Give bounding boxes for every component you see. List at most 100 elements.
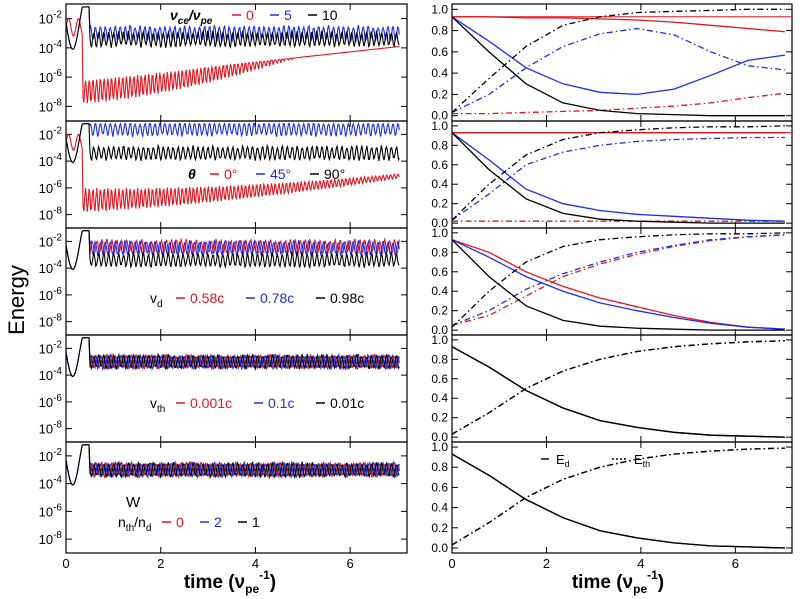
y-tick-label: 0.2 [431, 521, 448, 535]
x-tick-label-right: 0 [448, 556, 455, 571]
x-axis-title-right-close: ) [658, 572, 664, 593]
left-panel-row-4: 10-2 10-4 10-6 10-8 vth 0.001c 0.1c 0.01c [39, 334, 408, 443]
left-series-blue [65, 230, 400, 271]
legend-value-black: 10 [322, 7, 338, 23]
y-tick-label: 0.4 [431, 66, 448, 80]
y-tick-label: 10-6 [39, 502, 63, 519]
legend-ed-label: Ed [556, 452, 570, 469]
y-tick-label: 10-4 [39, 39, 63, 56]
legend-value-red: 0.58c [190, 290, 224, 306]
legend-value-blue: 0.1c [268, 395, 294, 411]
left-panel-row-5: 10-2 10-4 10-6 10-8 nth/nd W 0 2 1 [39, 441, 408, 554]
y-tick-label: 0.6 [431, 372, 448, 386]
x-axis-title-left-sub: pe [245, 582, 259, 596]
eth-line-black [451, 447, 785, 546]
legend-value-red: 0 [246, 7, 254, 23]
left-series-blue [65, 121, 400, 164]
y-tick-label: 10-4 [39, 152, 63, 169]
eth-line-blue [451, 27, 785, 114]
eth-line-black [451, 232, 785, 328]
legend-value-blue: 2 [214, 514, 222, 530]
row-legend-label: vth [150, 395, 165, 415]
eth-line-black [451, 8, 785, 113]
right-panel-row-5: 0.0 0.2 0.4 0.6 0.8 1.0 Ed Eth [431, 440, 793, 555]
y-tick-label: 10-8 [39, 420, 63, 437]
left-panel-row-3: 10-2 10-4 10-6 10-8 vd 0.58c 0.78c 0.98c [39, 227, 408, 336]
y-tick-label: 1.0 [431, 226, 448, 240]
right-panel-frame [451, 334, 793, 443]
x-tick-label-left: 0 [62, 556, 69, 571]
y-tick-label: 10-6 [39, 179, 63, 196]
y-tick-label: 0.4 [431, 391, 448, 405]
right-panel-row-3: 0.0 0.2 0.4 0.6 0.8 1.0 [431, 226, 793, 337]
legend-value-red: 0.001c [190, 395, 232, 411]
y-tick-label: 0.4 [431, 501, 448, 515]
x-tick-label-right: 2 [543, 556, 550, 571]
ed-line-black [451, 453, 785, 549]
row-legend-label: νce/νpe [170, 7, 213, 27]
x-tick-label-left: 2 [157, 556, 164, 571]
ed-line-black [451, 239, 785, 331]
y-tick-label: 0.2 [431, 304, 448, 318]
x-axis-title-left-text: time (ν [184, 572, 245, 593]
y-tick-label: 10-8 [39, 530, 63, 547]
legend-value-blue: 5 [284, 7, 292, 23]
x-axis-title-left-close: ) [270, 572, 276, 593]
y-tick-label: 0.6 [431, 265, 448, 279]
y-tick-label: 0.2 [431, 411, 448, 425]
eth-line-black [451, 340, 785, 435]
right-panel-row-1: 0.0 0.2 0.4 0.6 0.8 1.0 [431, 2, 793, 123]
y-tick-label: 0.4 [431, 284, 448, 298]
x-tick-label-right: 6 [732, 556, 739, 571]
left-panel-row-1: 10-2 10-4 10-6 10-8 νce/νpe 0 5 10 [39, 3, 408, 122]
left-series-red [65, 133, 400, 212]
ed-line-red [451, 239, 785, 330]
y-tick-label: 10-4 [39, 259, 63, 276]
x-tick-label-left: 4 [252, 556, 259, 571]
right-panel-row-4: 0.0 0.2 0.4 0.6 0.8 1.0 [431, 333, 793, 444]
svg-text:time (νpe-1): time (νpe-1) [184, 568, 276, 596]
left-panel-frame [65, 334, 408, 443]
ed-line-black [451, 132, 785, 224]
x-axis-title-right-text: time (ν [572, 572, 633, 593]
y-tick-label: 0.2 [431, 197, 448, 211]
y-tick-label: 1.0 [431, 119, 448, 133]
left-series-red [65, 17, 400, 104]
left-panel-frame [65, 3, 408, 122]
y-tick-label: 10-2 [39, 232, 63, 249]
y-tick-label: 10-4 [39, 366, 63, 383]
legend-value-red: 0 [176, 514, 184, 530]
y-tick-label: 1.0 [431, 440, 448, 454]
eth-line-red [451, 447, 785, 546]
x-axis-title-right: time (νpe-1) [572, 568, 664, 596]
legend-value-black: 1 [252, 514, 260, 530]
legend-value-blue: 45° [270, 166, 291, 182]
y-tick-label: 10-4 [39, 475, 63, 492]
y-tick-label: 0.0 [431, 430, 448, 444]
y-tick-label: 0.0 [431, 216, 448, 230]
y-tick-label: 0.2 [431, 87, 448, 101]
y-tick-label: 0.8 [431, 245, 448, 259]
ed-line-black [451, 346, 785, 438]
y-axis-label: Energy [4, 265, 29, 335]
left-series-black [65, 337, 400, 378]
legend-value-black: 0.01c [330, 395, 364, 411]
left-series-black [65, 6, 400, 50]
x-axis-title-right-sup: -1 [647, 568, 658, 582]
ed-line-black [451, 16, 785, 117]
svg-text:time (νpe-1): time (νpe-1) [572, 568, 664, 596]
y-tick-label: 10-6 [39, 68, 63, 85]
y-tick-label: 1.0 [431, 2, 448, 16]
eth-line-red [452, 92, 785, 115]
legend-value-blue: 0.78c [260, 290, 294, 306]
y-tick-label: 10-2 [39, 10, 63, 27]
ed-line-red [452, 16, 785, 33]
eth-line-blue [451, 234, 785, 326]
row-legend-label: vd [150, 290, 163, 310]
legend-value-black: 0.98c [330, 290, 364, 306]
y-tick-label: 0.8 [431, 352, 448, 366]
legend-eth-label: Eth [634, 452, 650, 469]
legend-value-red: 0° [224, 166, 237, 182]
left-series-blue [65, 337, 400, 378]
